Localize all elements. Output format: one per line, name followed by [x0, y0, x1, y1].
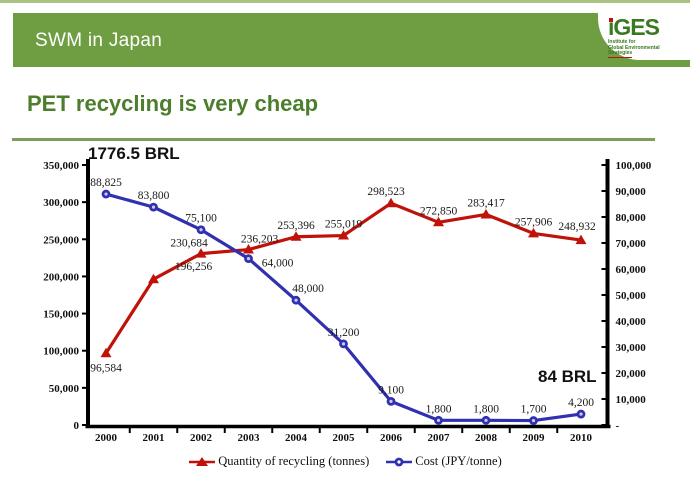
svg-text:83,800: 83,800: [138, 190, 170, 202]
annotation-high-brl: 1776.5 BRL: [88, 144, 180, 163]
svg-text:200,000: 200,000: [43, 271, 79, 283]
svg-text:257,906: 257,906: [515, 216, 553, 228]
svg-text:80,000: 80,000: [616, 212, 647, 224]
svg-text:64,000: 64,000: [262, 258, 294, 270]
svg-text:10,000: 10,000: [616, 394, 647, 406]
page-title: PET recycling is very cheap: [27, 91, 319, 116]
svg-text:2010: 2010: [570, 432, 593, 444]
iges-logo-subtext: Institute for Global Environmental Strat…: [608, 39, 660, 58]
svg-text:1,800: 1,800: [473, 403, 499, 415]
svg-text:283,417: 283,417: [467, 197, 505, 209]
svg-text:96,584: 96,584: [90, 362, 122, 374]
svg-text:75,100: 75,100: [185, 213, 217, 225]
legend-item-quantity: Quantity of recycling (tonnes): [188, 454, 369, 469]
svg-text:20,000: 20,000: [616, 368, 647, 380]
svg-text:255,019: 255,019: [325, 219, 363, 231]
svg-text:272,850: 272,850: [420, 205, 458, 217]
svg-text:48,000: 48,000: [292, 283, 324, 295]
svg-text:88,825: 88,825: [90, 177, 122, 189]
svg-text:2009: 2009: [523, 432, 546, 444]
title-divider: [12, 138, 655, 141]
iges-logo-text: ıGES: [608, 15, 660, 39]
cost-legend-marker-icon: [386, 457, 413, 466]
svg-text:150,000: 150,000: [43, 309, 79, 321]
svg-text:2001: 2001: [143, 432, 165, 444]
svg-text:2008: 2008: [475, 432, 498, 444]
logo-area: ıGES Institute for Global Environmental …: [598, 13, 690, 60]
svg-text:230,684: 230,684: [170, 238, 208, 250]
iges-logo: ıGES Institute for Global Environmental …: [608, 15, 660, 58]
header: SWM in Japan ıGES Institute for Global E…: [13, 13, 690, 67]
svg-text:2006: 2006: [380, 432, 403, 444]
svg-text:100,000: 100,000: [43, 346, 79, 358]
svg-text:196,256: 196,256: [175, 261, 213, 273]
legend-item-cost: Cost (JPY/tonne): [385, 454, 502, 469]
svg-text:0: 0: [74, 420, 80, 432]
logo-sub-line1: Institute for: [608, 39, 636, 45]
svg-text:350,000: 350,000: [43, 160, 79, 172]
svg-text:50,000: 50,000: [49, 383, 80, 395]
svg-text:253,396: 253,396: [277, 220, 315, 232]
logo-sub-line3: Strategies: [608, 50, 633, 58]
svg-text:100,000: 100,000: [616, 160, 652, 172]
quantity-legend-marker-icon: [189, 456, 216, 466]
svg-text:70,000: 70,000: [616, 238, 647, 250]
svg-text:40,000: 40,000: [616, 316, 647, 328]
svg-text:250,000: 250,000: [43, 234, 79, 246]
top-border: [0, 0, 690, 3]
logo-sub-line2: Global Environmental: [608, 44, 660, 51]
svg-text:236,203: 236,203: [241, 234, 279, 246]
svg-text:60,000: 60,000: [616, 264, 647, 276]
iges-logo-name: ıGES: [608, 14, 660, 40]
svg-text:9,100: 9,100: [378, 384, 404, 396]
chart-legend: Quantity of recycling (tonnes) Cost (JPY…: [0, 454, 690, 469]
svg-text:1,800: 1,800: [426, 403, 452, 415]
svg-text:4,200: 4,200: [568, 397, 594, 409]
svg-text:31,200: 31,200: [328, 327, 360, 339]
svg-text:2004: 2004: [285, 432, 308, 444]
annotation-low-brl: 84 BRL: [538, 367, 597, 386]
header-title: SWM in Japan: [35, 30, 163, 51]
svg-text:2003: 2003: [238, 432, 261, 444]
svg-text:248,932: 248,932: [558, 221, 596, 233]
svg-text:90,000: 90,000: [616, 186, 647, 198]
legend-label-cost: Cost (JPY/tonne): [415, 454, 502, 468]
logo-dot-icon: [609, 18, 613, 22]
svg-text:-: -: [616, 420, 620, 432]
legend-label-quantity: Quantity of recycling (tonnes): [218, 454, 370, 468]
svg-text:298,523: 298,523: [367, 186, 405, 198]
svg-text:2002: 2002: [190, 432, 213, 444]
svg-text:2005: 2005: [333, 432, 356, 444]
svg-text:2000: 2000: [95, 432, 118, 444]
svg-text:2007: 2007: [428, 432, 451, 444]
svg-text:300,000: 300,000: [43, 197, 79, 209]
svg-text:50,000: 50,000: [616, 290, 647, 302]
svg-text:1,700: 1,700: [521, 404, 547, 416]
svg-text:30,000: 30,000: [616, 342, 647, 354]
